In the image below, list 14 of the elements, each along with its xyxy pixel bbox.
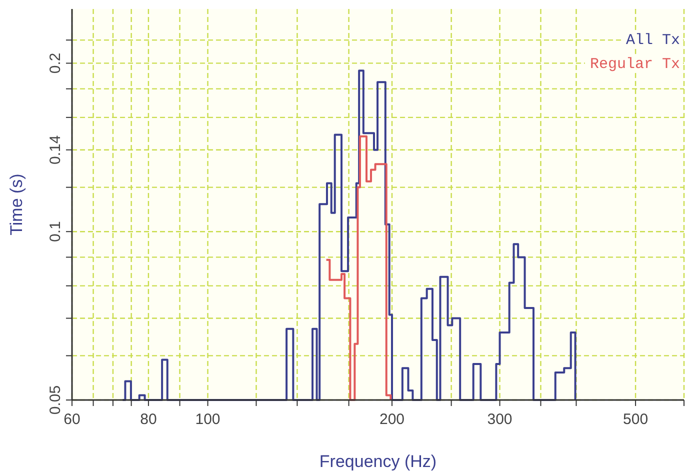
- y-tick-label: 0.2: [47, 52, 64, 74]
- x-tick-label: 80: [140, 411, 157, 428]
- text: Regular Tx: [590, 56, 680, 73]
- text: All Tx: [626, 32, 680, 49]
- y-tick-label: 0.14: [47, 135, 64, 164]
- x-axis-title: Frequency (Hz): [319, 452, 437, 471]
- x-tick-label: 200: [379, 411, 405, 428]
- x-tick-label: 500: [623, 411, 648, 428]
- y-tick-label: 0.05: [47, 385, 64, 415]
- y-tick-label: 0.1: [47, 221, 64, 242]
- x-tick-label: 300: [487, 411, 512, 428]
- x-tick-label: 100: [195, 411, 220, 428]
- x-tick-label: 60: [64, 411, 80, 428]
- y-axis-title: Time (s): [7, 174, 26, 236]
